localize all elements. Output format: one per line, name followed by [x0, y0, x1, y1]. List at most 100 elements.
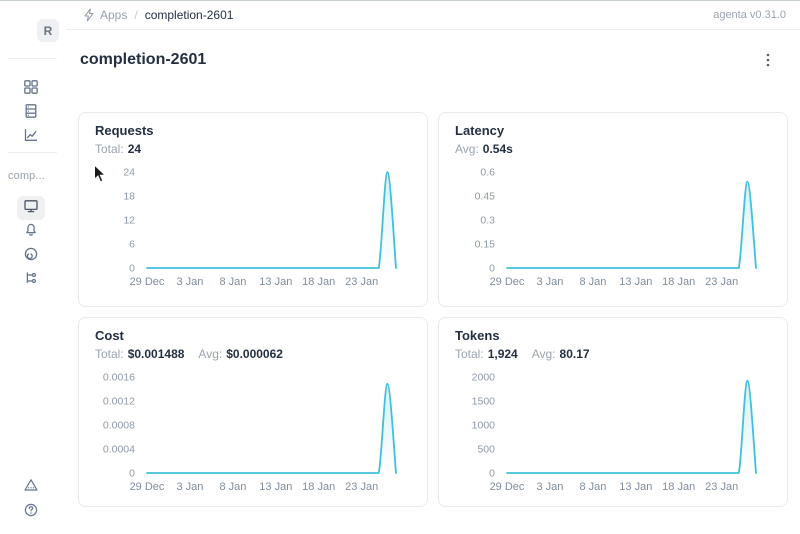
card-stats: Total: 24 [95, 142, 411, 157]
card-stats: Avg: 0.54s [455, 142, 771, 157]
sidebar-item-observability[interactable] [19, 125, 43, 149]
stat-total: Total: 1,924 [455, 347, 518, 361]
sidebar-item-help[interactable] [19, 500, 43, 524]
cost-chart: 0 0.0004 0.0008 0.0012 0.0016 29 Dec 3 Jan 8 Ja… [103, 372, 397, 493]
card-stats: Total: 1,924 Avg: 80.17 [455, 347, 771, 362]
sidebar-item-apps[interactable] [19, 77, 43, 101]
page-menu-button[interactable] [760, 51, 776, 69]
svg-text:18 Jan: 18 Jan [302, 481, 335, 493]
svg-text:3 Jan: 3 Jan [176, 481, 203, 493]
branches-icon [23, 270, 39, 291]
svg-text:13 Jan: 13 Jan [259, 276, 292, 288]
sidebar-item-endpoints[interactable] [19, 268, 43, 292]
main-column: Apps / completion-2601 agenta v0.31.0 co… [66, 1, 800, 534]
tokens-card: Tokens Total: 1,924 Avg: 80.17 0 500 1000 1500… [438, 317, 788, 507]
page-content: completion-2601 Requests Total: 24 0 6 12 18… [66, 30, 800, 534]
stat-total: Total: 24 [95, 142, 142, 156]
svg-text:18: 18 [123, 191, 135, 203]
svg-text:29 Dec: 29 Dec [130, 481, 165, 493]
svg-text:0.0004: 0.0004 [103, 444, 135, 456]
breadcrumb-separator: / [134, 8, 138, 22]
svg-text:13 Jan: 13 Jan [619, 481, 652, 493]
svg-text:12: 12 [123, 215, 135, 227]
svg-text:8 Jan: 8 Jan [219, 481, 246, 493]
svg-text:0.3: 0.3 [480, 215, 495, 227]
breadcrumb-apps-label: Apps [100, 8, 128, 22]
workspace-avatar-letter: R [43, 23, 53, 38]
bell-icon [23, 222, 39, 243]
svg-text:8 Jan: 8 Jan [579, 481, 606, 493]
lightning-icon [82, 8, 95, 22]
svg-text:1500: 1500 [472, 396, 496, 408]
card-title: Tokens [455, 328, 500, 343]
svg-text:18 Jan: 18 Jan [662, 276, 695, 288]
stat-total: Total: $0.001488 [95, 347, 185, 361]
svg-text:0.0016: 0.0016 [103, 372, 135, 384]
requests-card: Requests Total: 24 0 6 12 18 24 29 Dec 3 Jan 8 J… [78, 112, 428, 307]
card-title: Cost [95, 328, 124, 343]
svg-text:23 Jan: 23 Jan [705, 481, 738, 493]
page-title: completion-2601 [80, 51, 207, 68]
svg-text:29 Dec: 29 Dec [490, 481, 525, 493]
svg-text:3 Jan: 3 Jan [536, 481, 563, 493]
svg-text:3 Jan: 3 Jan [536, 276, 563, 288]
latency-card: Latency Avg: 0.54s 0 0.15 0.3 0.45 0.6 29 Dec 3… [438, 112, 788, 307]
sidebar-divider [8, 152, 57, 153]
latency-chart: 0 0.15 0.3 0.45 0.6 29 Dec 3 Jan 8 Jan 13 Jan 18 … [475, 167, 757, 288]
svg-text:0.15: 0.15 [475, 239, 496, 251]
sidebar-app-label: comp... [8, 170, 45, 182]
svg-text:0.0008: 0.0008 [103, 420, 135, 432]
cost-card: Cost Total: $0.001488 Avg: $0.000062 0 0.000… [78, 317, 428, 507]
stat-avg: Avg: $0.000062 [198, 347, 283, 361]
svg-text:13 Jan: 13 Jan [619, 276, 652, 288]
grid-icon [23, 79, 39, 100]
metric-cards-grid: Requests Total: 24 0 6 12 18 24 29 Dec 3 Jan 8 J… [78, 112, 788, 507]
svg-text:0.45: 0.45 [475, 191, 496, 203]
svg-text:8 Jan: 8 Jan [579, 276, 606, 288]
kebab-menu-icon [766, 53, 770, 67]
svg-text:0: 0 [129, 263, 135, 275]
sidebar-item-playground[interactable] [19, 220, 43, 244]
card-title: Requests [95, 123, 154, 138]
requests-chart: 0 6 12 18 24 29 Dec 3 Jan 8 Jan 13 Jan 18 Jan 23 J… [123, 167, 397, 288]
svg-text:1000: 1000 [472, 420, 496, 432]
svg-text:23 Jan: 23 Jan [705, 276, 738, 288]
svg-text:29 Dec: 29 Dec [490, 276, 525, 288]
svg-text:2000: 2000 [472, 372, 496, 384]
breadcrumb-current: completion-2601 [144, 8, 234, 22]
svg-text:0: 0 [489, 468, 495, 480]
svg-text:0.0012: 0.0012 [103, 396, 135, 408]
svg-text:6: 6 [129, 239, 135, 251]
warning-triangle-icon [23, 477, 39, 498]
workspace-avatar[interactable]: R [37, 19, 59, 42]
sidebar-item-overview[interactable] [17, 196, 45, 220]
svg-text:500: 500 [477, 444, 495, 456]
svg-text:13 Jan: 13 Jan [259, 481, 292, 493]
svg-text:0: 0 [129, 468, 135, 480]
gauge-icon [23, 246, 39, 267]
card-stats: Total: $0.001488 Avg: $0.000062 [95, 347, 411, 362]
svg-text:29 Dec: 29 Dec [130, 276, 165, 288]
svg-text:8 Jan: 8 Jan [219, 276, 246, 288]
breadcrumb: Apps / completion-2601 [82, 8, 233, 22]
card-title: Latency [455, 123, 505, 138]
svg-text:0.6: 0.6 [480, 167, 495, 179]
line-chart-icon [23, 127, 39, 148]
database-rows-icon [23, 103, 39, 124]
sidebar-item-evaluations[interactable] [19, 244, 43, 268]
breadcrumb-apps-link[interactable]: Apps [82, 8, 127, 22]
monitor-icon [23, 198, 39, 219]
svg-text:3 Jan: 3 Jan [176, 276, 203, 288]
tokens-chart: 0 500 1000 1500 2000 29 Dec 3 Jan 8 Jan 13 Jan 18… [472, 372, 757, 493]
question-circle-icon [23, 502, 39, 523]
svg-text:23 Jan: 23 Jan [345, 481, 378, 493]
svg-text:0: 0 [489, 263, 495, 275]
stat-avg: Avg: 80.17 [531, 347, 590, 361]
sidebar-item-alerts[interactable] [19, 475, 43, 499]
svg-text:18 Jan: 18 Jan [662, 481, 695, 493]
top-header: Apps / completion-2601 agenta v0.31.0 [66, 1, 800, 30]
sidebar-item-testsets[interactable] [19, 101, 43, 125]
stat-avg: Avg: 0.54s [455, 142, 513, 156]
sidebar: R [0, 1, 66, 534]
